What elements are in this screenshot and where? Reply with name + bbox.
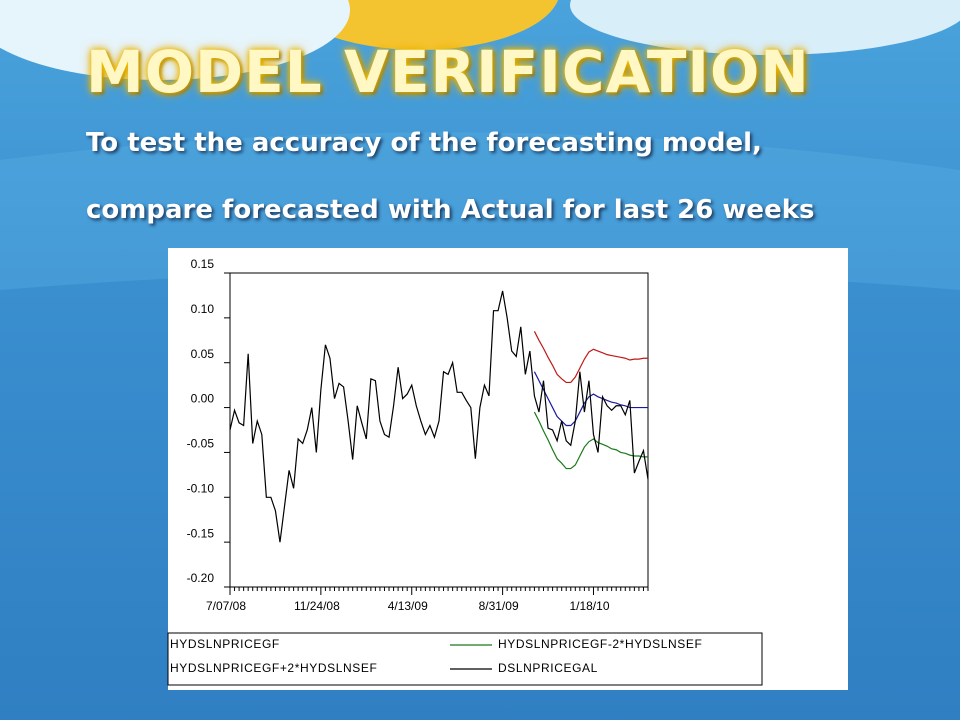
x-tick-label: 4/13/09 — [388, 599, 428, 613]
cloud — [570, 0, 960, 55]
legend-box — [167, 632, 763, 686]
y-tick-label: -0.10 — [187, 481, 215, 495]
y-tick-label: 0.15 — [191, 257, 215, 271]
legend-label: HYDSLNPRICEGF+2*HYDSLNSEF — [170, 661, 377, 675]
series-line — [229, 290, 649, 543]
legend-label: HYDSLNPRICEGF — [170, 637, 280, 651]
y-tick-label: -0.15 — [187, 526, 215, 540]
y-tick-label: 0.00 — [191, 392, 215, 406]
series-line — [533, 331, 648, 384]
sun-shape — [281, 0, 559, 50]
slide-title: MODEL VERIFICATION — [86, 38, 810, 106]
subtitle: To test the accuracy of the forecasting … — [86, 128, 762, 158]
y-tick-label: -0.05 — [187, 437, 215, 451]
x-tick-label: 11/24/08 — [294, 599, 340, 613]
subtitle: compare forecasted with Actual for last … — [86, 195, 815, 225]
series-line — [533, 411, 648, 470]
legend-label: HYDSLNPRICEGF-2*HYDSLNSEF — [498, 637, 702, 651]
y-tick-label: 0.05 — [191, 347, 215, 361]
x-tick-label: 1/18/10 — [569, 599, 609, 613]
legend-label: DSLNPRICEGAL — [498, 661, 598, 675]
y-tick-label: 0.10 — [191, 302, 215, 316]
series-line — [533, 371, 648, 427]
y-tick-label: -0.20 — [187, 571, 215, 585]
chart-area — [168, 248, 848, 690]
x-tick-label: 8/31/09 — [479, 599, 519, 613]
cloud — [0, 0, 350, 80]
x-tick-label: 7/07/08 — [206, 599, 246, 613]
